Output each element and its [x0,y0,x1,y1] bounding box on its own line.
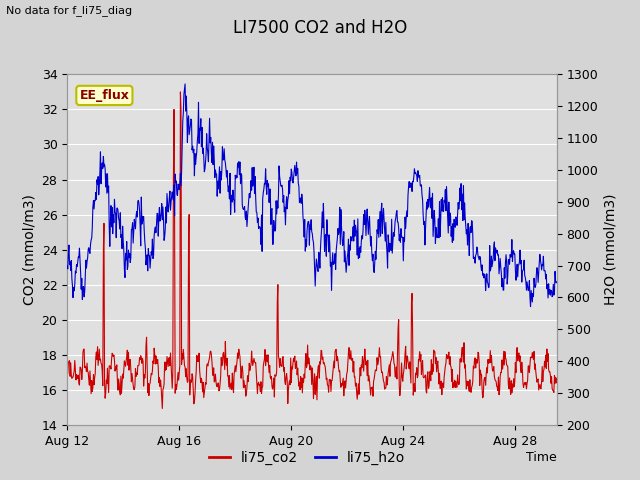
Y-axis label: CO2 (mmol/m3): CO2 (mmol/m3) [22,194,36,305]
Y-axis label: H2O (mmol/m3): H2O (mmol/m3) [604,194,618,305]
Text: Time: Time [526,451,557,464]
Text: No data for f_li75_diag: No data for f_li75_diag [6,5,132,16]
Legend: li75_co2, li75_h2o: li75_co2, li75_h2o [204,445,411,471]
Text: LI7500 CO2 and H2O: LI7500 CO2 and H2O [233,19,407,37]
Text: EE_flux: EE_flux [79,89,129,102]
